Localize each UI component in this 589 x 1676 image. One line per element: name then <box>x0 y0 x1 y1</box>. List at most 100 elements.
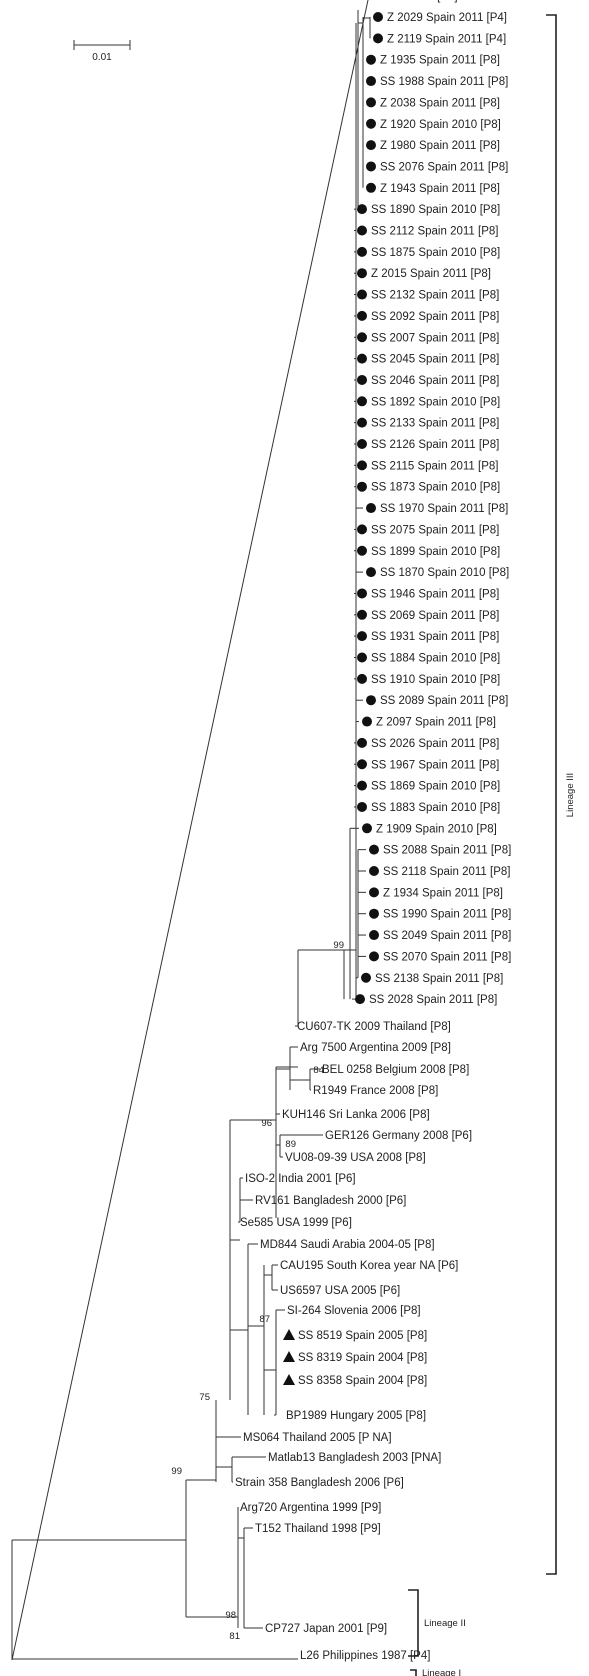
circle-marker-icon <box>357 674 367 684</box>
scale-bar-label: 0.01 <box>92 52 112 63</box>
circle-marker-icon <box>357 418 367 428</box>
leaf-label: SS 2046 Spain 2011 [P8] <box>371 375 499 387</box>
circle-marker-icon <box>366 695 376 705</box>
leaf-label: SS 1892 Spain 2010 [P8] <box>371 396 500 408</box>
leaf-label: Z 1980 Spain 2011 [P8] <box>380 140 500 152</box>
circle-marker-icon <box>366 55 376 65</box>
bootstrap-value: 84 <box>313 1065 324 1076</box>
circle-marker-icon <box>366 76 376 86</box>
bootstrap-value: 89 <box>285 1139 296 1150</box>
leaf-label: SS 2026 Spain 2011 [P8] <box>371 738 499 750</box>
leaf-label: SS 1970 Spain 2011 [P8] <box>380 503 508 515</box>
clade-label: Lineage II <box>424 1618 466 1629</box>
circle-marker-icon <box>357 375 367 385</box>
leaf-label: KUH146 Sri Lanka 2006 [P8] <box>282 1109 430 1121</box>
leaf-label: SS 2076 Spain 2011 [P8] <box>380 161 508 173</box>
leaf-label: RU172 India [P7] <box>370 0 458 3</box>
leaf-label: SS 1967 Spain 2011 [P8] <box>371 759 499 771</box>
leaf-label: SS 2126 Spain 2011 [P8] <box>371 439 499 451</box>
leaf-label: US6597 USA 2005 [P6] <box>280 1285 400 1297</box>
leaf-label: Z 1935 Spain 2011 [P8] <box>380 55 500 67</box>
bootstrap-value: 87 <box>259 1314 270 1325</box>
leaf-label: Se585 USA 1999 [P6] <box>240 1217 352 1229</box>
leaf-label: SS 2132 Spain 2011 [P8] <box>371 290 499 302</box>
leaf-label: Z 2119 Spain 2011 [P4] <box>387 33 506 45</box>
circle-marker-icon <box>366 119 376 129</box>
leaf-label: SS 8358 Spain 2004 [P8] <box>298 1375 427 1387</box>
circle-marker-icon <box>357 268 367 278</box>
leaf-label: CAU195 South Korea year NA [P6] <box>280 1260 458 1272</box>
circle-marker-icon <box>366 97 376 107</box>
circle-marker-icon <box>369 909 379 919</box>
circle-marker-icon <box>357 802 367 812</box>
leaf-label: Arg 7500 Argentina 2009 [P8] <box>300 1042 451 1054</box>
bracket-line <box>408 1590 418 1656</box>
leaf-label: ISO-2 India 2001 [P6] <box>245 1173 356 1185</box>
leaf-label: SS 2138 Spain 2011 [P8] <box>375 973 503 985</box>
leaf-label: T152 Thailand 1998 [P9] <box>255 1523 381 1535</box>
circle-marker-icon <box>369 930 379 940</box>
circle-marker-icon <box>369 887 379 897</box>
circle-marker-icon <box>369 951 379 961</box>
circle-marker-icon <box>361 973 371 983</box>
leaf-label: SS 8319 Spain 2004 [P8] <box>298 1352 427 1364</box>
circle-marker-icon <box>357 631 367 641</box>
circle-marker-icon <box>373 12 383 22</box>
leaf-label: SS 1883 Spain 2010 [P8] <box>371 802 500 814</box>
circle-marker-icon <box>357 226 367 236</box>
clade-bracket-lineage-ii: Lineage II <box>408 1590 466 1656</box>
bracket-line <box>546 15 556 1574</box>
leaf-label: Z 2038 Spain 2011 [P8] <box>380 97 500 109</box>
leaf-label: SS 2088 Spain 2011 [P8] <box>383 845 511 857</box>
leaf-label: SS 2049 Spain 2011 [P8] <box>383 930 511 942</box>
scale-bar: 0.01 <box>74 40 130 63</box>
leaf-label: SS 2118 Spain 2011 [P8] <box>383 866 510 878</box>
leaf-label: MD844 Saudi Arabia 2004-05 [P8] <box>260 1239 435 1251</box>
leaf-label: Arg720 Argentina 1999 [P9] <box>240 1502 381 1514</box>
circle-marker-icon <box>357 311 367 321</box>
leaf-label: SS 2092 Spain 2011 [P8] <box>371 311 499 323</box>
leaf-label: SS 2070 Spain 2011 [P8] <box>383 951 511 963</box>
circle-marker-icon <box>357 354 367 364</box>
circle-marker-icon <box>362 823 372 833</box>
leaf-label: SS 2075 Spain 2011 [P8] <box>371 524 499 536</box>
leaf-label: CU607-TK 2009 Thailand [P8] <box>297 1021 451 1033</box>
leaf-label: SS 2115 Spain 2011 [P8] <box>371 460 498 472</box>
circle-marker-icon <box>357 588 367 598</box>
circle-marker-icon <box>366 567 376 577</box>
leaf-label: Z 1943 Spain 2011 [P8] <box>380 183 500 195</box>
bootstrap-value: 81 <box>229 1631 240 1642</box>
leaf-label: BEL 0258 Belgium 2008 [P8] <box>322 1064 469 1076</box>
leaf-label: Strain 358 Bangladesh 2006 [P6] <box>235 1477 404 1489</box>
leaf-label: CP727 Japan 2001 [P9] <box>265 1623 387 1635</box>
circle-marker-icon <box>357 439 367 449</box>
clade-label: Lineage I <box>422 1668 461 1676</box>
circle-marker-icon <box>357 482 367 492</box>
circle-marker-icon <box>357 332 367 342</box>
circle-marker-icon <box>357 524 367 534</box>
leaf-label: Z 1934 Spain 2011 [P8] <box>383 887 503 899</box>
triangle-marker-icon <box>283 1351 295 1362</box>
bootstrap-value: 99 <box>333 940 344 951</box>
leaf-label: Z 2029 Spain 2011 [P4] <box>387 12 507 24</box>
leaf-label: MS064 Thailand 2005 [P NA] <box>243 1432 392 1444</box>
bootstrap-value: 96 <box>261 1118 272 1129</box>
clade-bracket-lineage-iii: Lineage III <box>546 15 576 1574</box>
leaf-label: SS 1931 Spain 2011 [P8] <box>371 631 499 643</box>
leaf-label: SS 1869 Spain 2010 [P8] <box>371 781 500 793</box>
leaf-label: SS 1870 Spain 2010 [P8] <box>380 567 509 579</box>
leaf-label: SS 1873 Spain 2010 [P8] <box>371 482 500 494</box>
leaf-label: SS 2028 Spain 2011 [P8] <box>369 994 497 1006</box>
leaf-label: SS 2069 Spain 2011 [P8] <box>371 610 499 622</box>
leaf-label: Z 2097 Spain 2011 [P8] <box>376 717 496 729</box>
leaf-label: SS 2112 Spain 2011 [P8] <box>371 226 498 238</box>
leaf-label: SS 1884 Spain 2010 [P8] <box>371 653 500 665</box>
circle-marker-icon <box>369 866 379 876</box>
circle-marker-icon <box>373 33 383 43</box>
clade-bracket-lineage-i: Lineage I <box>410 1668 461 1676</box>
leaf-label: Z 1920 Spain 2010 [P8] <box>380 119 501 131</box>
circle-marker-icon <box>357 781 367 791</box>
leaf-label: SS 8519 Spain 2005 [P8] <box>298 1330 427 1342</box>
leaf-label: SS 2133 Spain 2011 [P8] <box>371 418 499 430</box>
bootstrap-value: 75 <box>199 1392 210 1403</box>
